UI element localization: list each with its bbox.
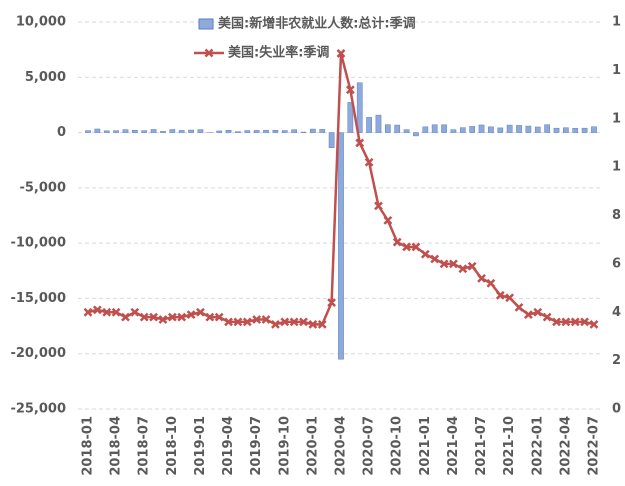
bar [254, 130, 259, 132]
bar [385, 125, 390, 133]
bar [329, 133, 334, 148]
bar [292, 130, 297, 133]
y2-tick-label: 0 [612, 402, 621, 417]
bar [245, 131, 250, 133]
line-marker [516, 304, 523, 311]
bar [320, 129, 325, 132]
bar [123, 130, 128, 133]
bar [235, 132, 240, 133]
bar [423, 127, 428, 133]
bar [142, 131, 147, 133]
bar [470, 126, 475, 132]
bar [413, 133, 418, 136]
bar [554, 128, 559, 132]
bar [498, 128, 503, 133]
bar [179, 130, 184, 132]
bar [338, 133, 343, 360]
x-tick-label: 2019-07 [249, 416, 264, 476]
bar [526, 126, 531, 133]
bar [376, 115, 381, 132]
x-tick-label: 2018-10 [165, 416, 180, 476]
bar [367, 117, 372, 132]
bar [104, 131, 109, 133]
bar [310, 129, 315, 132]
x-tick-label: 2021-01 [418, 416, 433, 476]
x-tick-label: 2019-10 [277, 416, 292, 476]
bar [582, 128, 587, 132]
x-tick-label: 2018-04 [109, 416, 124, 476]
x-tick-label: 2021-07 [474, 416, 489, 476]
bar [282, 131, 287, 133]
bar [85, 131, 90, 133]
bar [507, 125, 512, 132]
x-tick-label: 2020-07 [362, 416, 377, 476]
y2-tick-label: 6 [612, 256, 621, 271]
bar [263, 130, 268, 132]
bar [563, 128, 568, 133]
bar [591, 127, 596, 133]
legend-swatch [199, 19, 213, 29]
bar [488, 127, 493, 133]
legend-label: 美国:失业率:季调 [228, 45, 329, 61]
x-tick-label: 2022-07 [586, 416, 601, 476]
bar [395, 125, 400, 133]
y2-tick-label: 8 [612, 208, 621, 223]
y2-tick-label: 1 [612, 15, 621, 30]
y-tick-label: 10,000 [16, 15, 66, 30]
x-tick-label: 2020-01 [305, 416, 320, 476]
y2-tick-label: 1 [612, 111, 621, 126]
bar [404, 130, 409, 133]
x-tick-label: 2018-01 [81, 416, 96, 476]
bar [114, 131, 119, 133]
bar [357, 83, 362, 133]
bar [226, 130, 231, 132]
y-tick-label: -5,000 [19, 180, 66, 195]
bar [432, 125, 437, 133]
x-tick-label: 2018-07 [137, 416, 152, 476]
y2-tick-label: 1 [612, 160, 621, 175]
bar [273, 130, 278, 132]
x-tick-label: 2021-04 [446, 416, 461, 476]
legend-label: 美国:新增非农就业人数:总计:季调 [218, 16, 416, 32]
bar [160, 131, 165, 132]
x-tick-label: 2021-10 [502, 416, 517, 476]
y2-tick-label: 2 [612, 353, 621, 368]
x-tick-label: 2020-10 [390, 416, 405, 476]
y-tick-label: -25,000 [10, 402, 66, 417]
bar [479, 125, 484, 133]
bar [198, 130, 203, 133]
y-tick-label: -15,000 [10, 291, 66, 306]
y2-tick-label: 4 [612, 305, 621, 320]
bar [188, 130, 193, 133]
bar [95, 129, 100, 133]
bar [460, 128, 465, 133]
bar [451, 130, 456, 133]
bar [516, 125, 521, 132]
bar [170, 130, 175, 133]
bar [573, 128, 578, 132]
bar [151, 129, 156, 132]
y-tick-label: -20,000 [10, 346, 66, 361]
y-tick-label: -10,000 [10, 236, 66, 251]
bar [441, 125, 446, 133]
x-tick-label: 2020-04 [333, 416, 348, 476]
bar [217, 131, 222, 133]
bar [545, 125, 550, 133]
x-tick-label: 2022-04 [558, 416, 573, 476]
y2-tick-label: 1 [612, 63, 621, 78]
x-tick-label: 2022-01 [530, 416, 545, 476]
y-tick-label: 5,000 [25, 70, 66, 85]
bar [535, 127, 540, 133]
x-tick-label: 2019-01 [193, 416, 208, 476]
x-tick-label: 2019-04 [221, 416, 236, 476]
y-tick-label: 0 [57, 125, 66, 140]
bar [132, 130, 137, 132]
